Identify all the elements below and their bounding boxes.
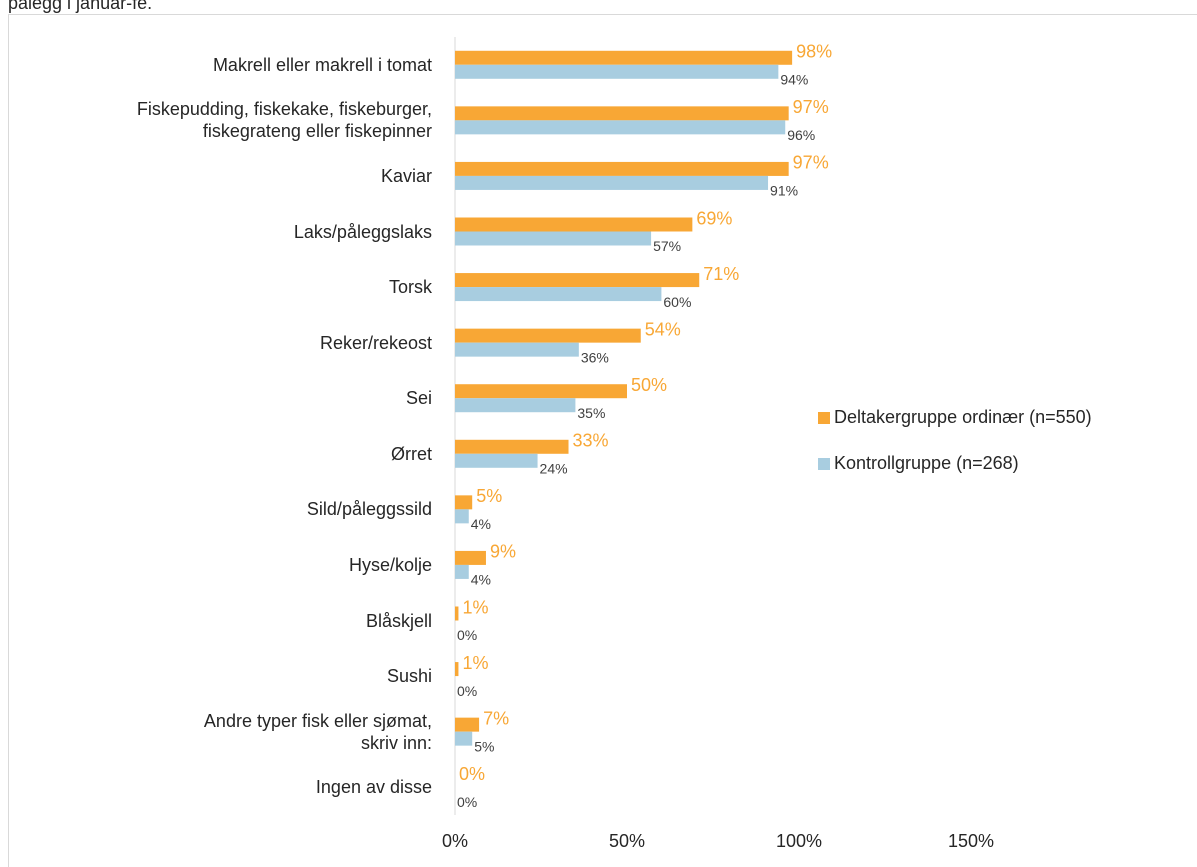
- data-label: 35%: [577, 405, 605, 421]
- data-label: 94%: [780, 71, 808, 87]
- data-label: 71%: [703, 264, 739, 284]
- x-tick-label: 100%: [776, 831, 822, 851]
- data-label: 0%: [459, 764, 485, 784]
- bar: [455, 120, 786, 135]
- data-label: 4%: [471, 572, 491, 588]
- x-tick-label: 0%: [442, 831, 468, 851]
- bar: [455, 398, 576, 413]
- legend-label: Deltakergruppe ordinær (n=550): [834, 407, 1092, 427]
- category-label: Blåskjell: [365, 610, 432, 631]
- bar: [455, 287, 662, 302]
- category-label: Makrell eller makrell i tomat: [212, 54, 432, 75]
- legend-swatch: [818, 458, 830, 470]
- category-label: Laks/påleggslaks: [293, 221, 432, 242]
- bar: [455, 64, 779, 79]
- bar: [455, 328, 641, 343]
- category-label: Andre typer fisk eller sjømat, skriv inn…: [203, 710, 432, 753]
- bar: [455, 161, 789, 176]
- data-label: 36%: [581, 349, 609, 365]
- bar: [455, 439, 569, 454]
- data-label: 7%: [483, 708, 509, 728]
- data-label: 1%: [462, 653, 488, 673]
- data-label: 60%: [663, 294, 691, 310]
- data-label: 54%: [645, 319, 681, 339]
- category-label: Torsk: [388, 277, 432, 298]
- data-label: 0%: [457, 794, 477, 810]
- category-label: Hyse/kolje: [348, 554, 432, 575]
- bar: [455, 106, 789, 121]
- data-label: 97%: [793, 153, 829, 173]
- bar: [455, 342, 579, 357]
- bar: [455, 495, 473, 510]
- bar: [455, 453, 538, 468]
- bar: [455, 509, 469, 524]
- data-label: 50%: [631, 375, 667, 395]
- bar: [455, 273, 700, 288]
- category-label: Reker/rekeost: [319, 332, 432, 353]
- data-label: 98%: [796, 42, 832, 62]
- category-label: Fiskepudding, fiskekake, fiskeburger, fi…: [136, 99, 432, 142]
- data-label: 0%: [457, 627, 477, 643]
- data-label: 4%: [471, 516, 491, 532]
- chart-frame: [8, 14, 1197, 867]
- bar: [455, 550, 486, 565]
- legend-swatch: [818, 412, 830, 424]
- x-tick-label: 50%: [609, 831, 645, 851]
- bar: [455, 175, 769, 190]
- chart-title: pålegg i januar-fe.: [8, 0, 152, 13]
- category-label: Sei: [405, 388, 432, 409]
- data-label: 97%: [793, 97, 829, 117]
- data-label: 91%: [770, 183, 798, 199]
- category-label: Sild/påleggssild: [306, 499, 432, 520]
- bar: [455, 564, 469, 579]
- bar: [455, 384, 627, 399]
- bar: [455, 231, 652, 246]
- data-label: 69%: [696, 208, 732, 228]
- data-label: 0%: [457, 683, 477, 699]
- category-label: Ørret: [390, 443, 432, 464]
- data-label: 24%: [540, 460, 568, 476]
- data-label: 57%: [653, 238, 681, 254]
- data-label: 5%: [476, 486, 502, 506]
- data-label: 5%: [474, 738, 494, 754]
- bar: [455, 606, 459, 621]
- category-label: Kaviar: [380, 165, 432, 186]
- legend-label: Kontrollgruppe (n=268): [834, 453, 1019, 473]
- bar: [455, 50, 793, 65]
- data-label: 33%: [573, 431, 609, 451]
- bar: [455, 662, 459, 677]
- data-label: 9%: [490, 542, 516, 562]
- bar: [455, 717, 480, 732]
- bar: [455, 731, 473, 746]
- category-label: Ingen av disse: [315, 777, 432, 798]
- data-label: 96%: [787, 127, 815, 143]
- x-tick-label: 150%: [948, 831, 994, 851]
- data-label: 1%: [462, 597, 488, 617]
- category-label: Sushi: [386, 666, 432, 687]
- bar: [455, 217, 693, 232]
